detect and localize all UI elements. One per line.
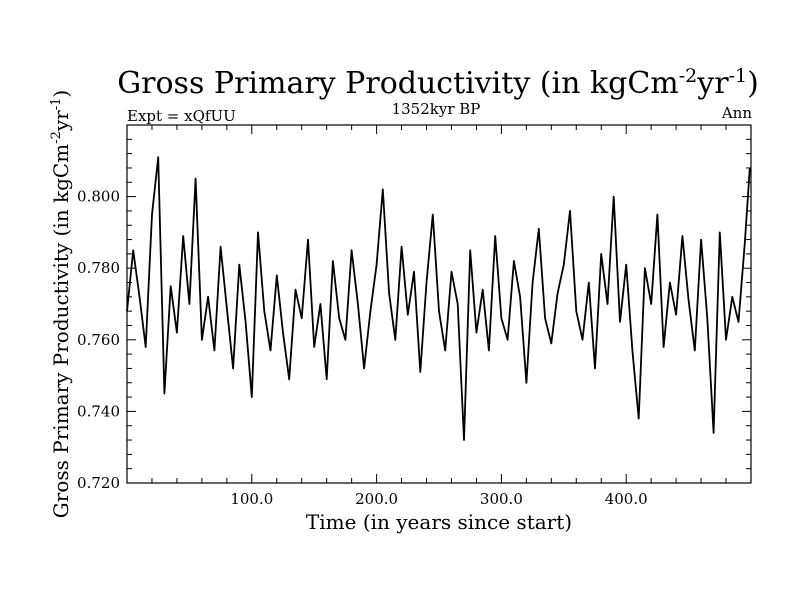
y-tick-label: 0.800 bbox=[77, 188, 120, 206]
x-axis-label: Time (in years since start) bbox=[306, 510, 572, 534]
experiment-label: Expt = xQfUU bbox=[127, 107, 236, 125]
gpp-series-line bbox=[126, 156, 751, 441]
x-tick-label: 100.0 bbox=[230, 490, 273, 508]
period-label: 1352kyr BP bbox=[392, 100, 481, 118]
y-tick-label: 0.760 bbox=[77, 331, 120, 349]
y-tick-label: 0.720 bbox=[77, 474, 120, 492]
season-label: Ann bbox=[721, 104, 752, 122]
chart-title: Gross Primary Productivity (in kgCm-2yr-… bbox=[117, 65, 759, 101]
y-tick-label: 0.780 bbox=[77, 259, 120, 277]
y-axis-label: Gross Primary Productivity (in kgCm-2yr-… bbox=[49, 90, 73, 518]
axis-tick-labels: 100.0 200.0 300.0 400.0 0.720 0.740 0.760 0.780… bbox=[77, 188, 648, 508]
x-tick-label: 300.0 bbox=[480, 490, 523, 508]
axis-ticks bbox=[127, 125, 751, 483]
x-tick-label: 400.0 bbox=[605, 490, 648, 508]
y-tick-label: 0.740 bbox=[77, 402, 120, 420]
x-tick-label: 200.0 bbox=[355, 490, 398, 508]
